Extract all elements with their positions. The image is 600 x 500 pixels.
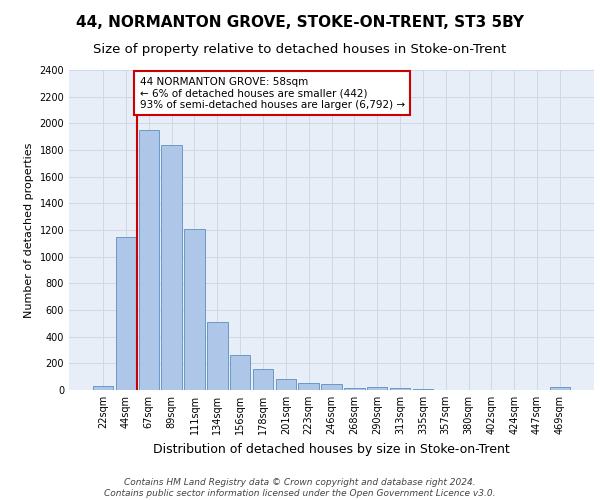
Bar <box>161 146 182 390</box>
Text: 44 NORMANTON GROVE: 58sqm
← 6% of detached houses are smaller (442)
93% of semi-: 44 NORMANTON GROVE: 58sqm ← 6% of detach… <box>140 76 405 110</box>
Bar <box>298 384 319 390</box>
Bar <box>116 238 136 390</box>
Bar <box>275 380 296 390</box>
Bar <box>184 230 205 390</box>
Bar <box>321 384 342 390</box>
Bar <box>367 386 388 390</box>
Bar <box>344 388 365 390</box>
Text: 44, NORMANTON GROVE, STOKE-ON-TRENT, ST3 5BY: 44, NORMANTON GROVE, STOKE-ON-TRENT, ST3… <box>76 15 524 30</box>
Bar <box>93 386 113 390</box>
Text: Size of property relative to detached houses in Stoke-on-Trent: Size of property relative to detached ho… <box>94 42 506 56</box>
Bar <box>253 370 273 390</box>
Y-axis label: Number of detached properties: Number of detached properties <box>24 142 34 318</box>
Text: Contains HM Land Registry data © Crown copyright and database right 2024.
Contai: Contains HM Land Registry data © Crown c… <box>104 478 496 498</box>
Bar <box>207 322 227 390</box>
Bar <box>390 388 410 390</box>
Bar <box>550 388 570 390</box>
Bar <box>139 130 159 390</box>
Bar <box>230 354 250 390</box>
X-axis label: Distribution of detached houses by size in Stoke-on-Trent: Distribution of detached houses by size … <box>153 442 510 456</box>
